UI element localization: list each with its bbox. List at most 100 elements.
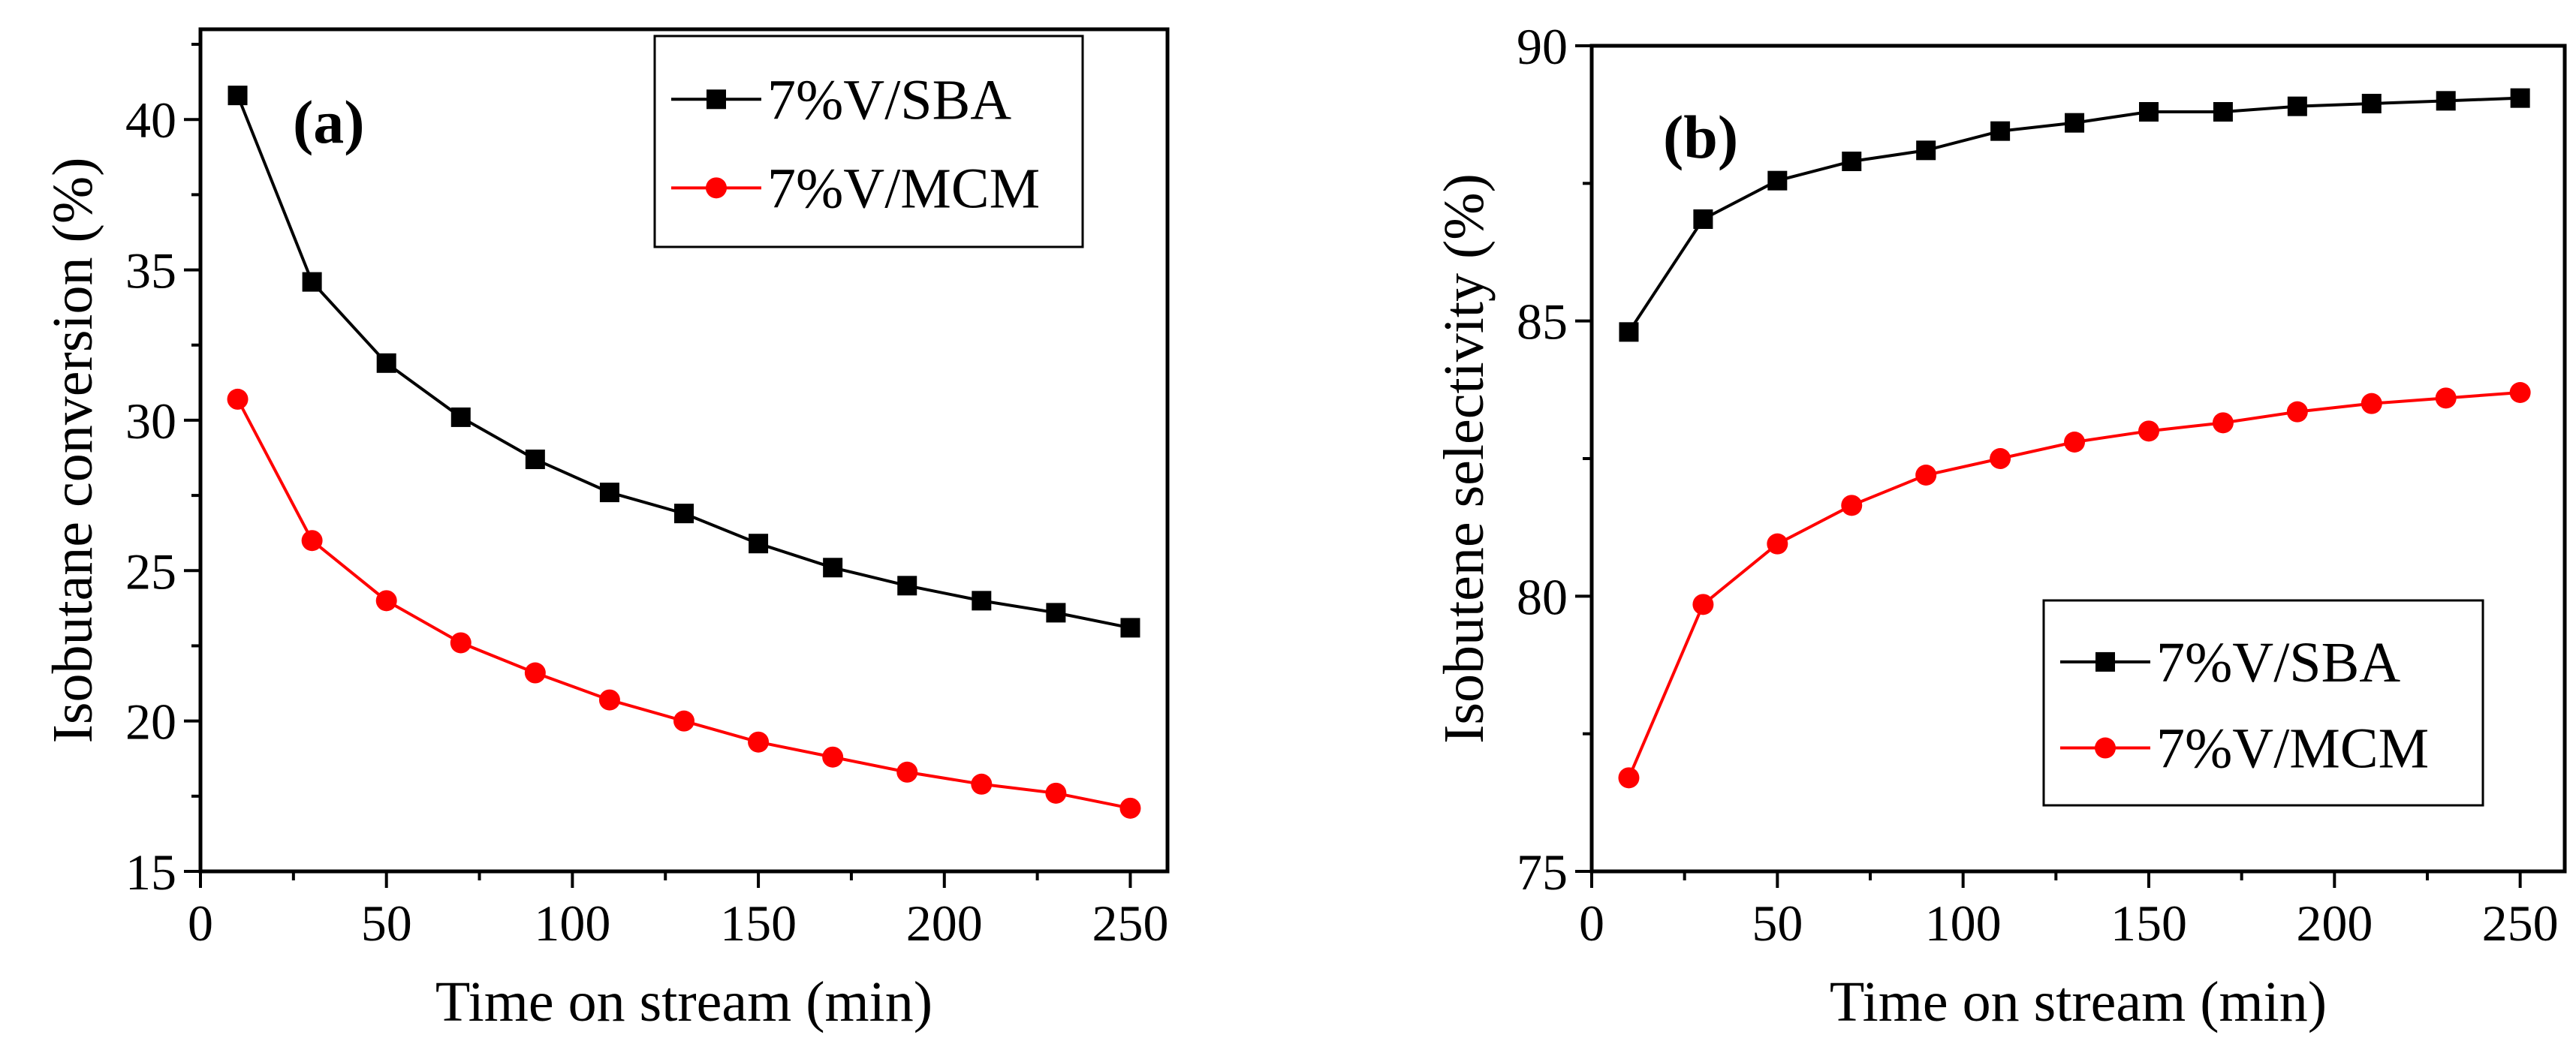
- legend-label: 7%V/MCM: [2156, 718, 2429, 781]
- x-tick-label: 0: [1579, 895, 1604, 952]
- series-7-v-mcm: [1618, 382, 2531, 789]
- data-point: [1692, 594, 1714, 615]
- y-tick-label: 35: [125, 242, 176, 299]
- x-axis-label: Time on stream (min): [435, 970, 932, 1033]
- data-point: [2286, 401, 2308, 423]
- data-point: [2510, 88, 2530, 108]
- y-tick-label: 30: [125, 393, 176, 450]
- y-tick-label: 15: [125, 844, 176, 901]
- x-tick-label: 100: [1925, 895, 2002, 952]
- data-point: [896, 761, 918, 783]
- x-tick-label: 200: [2296, 895, 2373, 952]
- data-point: [706, 177, 727, 199]
- x-tick-label: 150: [2111, 895, 2187, 952]
- data-point: [599, 483, 619, 503]
- x-axis-label: Time on stream (min): [1830, 970, 2327, 1033]
- y-tick-label: 25: [125, 543, 176, 600]
- data-point: [1693, 209, 1713, 229]
- data-point: [450, 407, 471, 427]
- data-point: [450, 632, 472, 654]
- data-point: [707, 89, 726, 110]
- y-tick-label: 85: [1517, 293, 1568, 351]
- legend: 7%V/SBA 7%V/MCM: [653, 35, 1084, 248]
- series-7-v-sba: [227, 86, 1140, 638]
- data-point: [2095, 651, 2115, 672]
- x-tick-label: 100: [534, 895, 610, 952]
- data-point: [2213, 102, 2233, 122]
- data-point: [375, 590, 397, 612]
- series-7-v-mcm: [227, 388, 1141, 819]
- y-axis-label: Isobutane conversion (%): [41, 158, 104, 744]
- data-point: [971, 773, 993, 795]
- legend-label: 7%V/SBA: [767, 68, 1011, 131]
- y-tick-label: 80: [1517, 568, 1568, 625]
- data-point: [2435, 387, 2457, 409]
- data-point: [524, 662, 546, 684]
- y-tick-label: 20: [125, 693, 176, 751]
- chart-panel-b: 0 50 100 150 200 250 75 80 85 90 Time on stream (m…: [1433, 18, 2567, 1033]
- data-point: [1990, 121, 2011, 141]
- data-point: [2064, 432, 2086, 453]
- data-point: [1841, 495, 1863, 516]
- data-point: [2065, 113, 2085, 133]
- data-point: [674, 504, 694, 524]
- series-7-v-sba: [1619, 88, 2530, 342]
- x-tick-label: 50: [1752, 895, 1803, 952]
- data-point: [2138, 420, 2159, 442]
- data-point: [1915, 465, 1937, 486]
- panel-label: (a): [293, 88, 365, 156]
- y-axis-label: Isobutene selectivity (%): [1433, 173, 1496, 744]
- data-point: [822, 746, 844, 768]
- data-point: [1842, 152, 1862, 171]
- data-point: [1916, 140, 1936, 161]
- data-point: [1619, 322, 1639, 342]
- data-point: [227, 388, 249, 410]
- data-point: [897, 576, 917, 596]
- data-point: [1045, 782, 1067, 804]
- data-point: [1120, 618, 1140, 638]
- data-point: [1119, 797, 1141, 819]
- data-point: [1990, 448, 2011, 469]
- x-tick-label: 50: [361, 895, 412, 952]
- x-tick-label: 0: [188, 895, 213, 952]
- data-point: [2509, 382, 2531, 403]
- data-point: [748, 731, 770, 753]
- data-point: [1767, 533, 1788, 555]
- data-point: [2361, 94, 2382, 113]
- x-tick-label: 150: [720, 895, 797, 952]
- data-point: [376, 353, 396, 373]
- data-point: [2361, 393, 2382, 414]
- y-tick-label: 90: [1517, 18, 1568, 75]
- y-tick-label: 40: [125, 92, 176, 149]
- data-point: [823, 558, 843, 578]
- x-tick-label: 250: [1092, 895, 1168, 952]
- series-line: [1627, 96, 2520, 333]
- chart-panel-a: 0 50 100 150 200 250 15 20 25 30 35 40 Time on strea…: [41, 27, 1170, 1033]
- y-tick-label: 75: [1517, 844, 1568, 901]
- data-point: [302, 272, 322, 292]
- data-point: [525, 450, 545, 470]
- data-point: [2287, 96, 2307, 116]
- data-point: [227, 86, 248, 106]
- x-tick-label: 250: [2482, 895, 2559, 952]
- data-point: [2212, 412, 2234, 434]
- panel-label: (b): [1663, 103, 1738, 171]
- legend-frame: [2042, 599, 2484, 807]
- data-point: [1767, 170, 1788, 191]
- data-point: [301, 530, 323, 552]
- data-point: [1618, 767, 1640, 789]
- data-point: [1046, 603, 1066, 623]
- plot-frame: [198, 27, 1170, 874]
- legend-frame: [653, 35, 1084, 248]
- data-point: [2095, 737, 2116, 759]
- data-point: [598, 689, 620, 711]
- data-point: [2436, 91, 2456, 111]
- data-point: [2138, 102, 2159, 122]
- data-point: [972, 591, 992, 611]
- data-point: [673, 710, 694, 732]
- legend: 7%V/SBA 7%V/MCM: [2042, 599, 2484, 807]
- data-point: [749, 534, 769, 554]
- legend-label: 7%V/MCM: [767, 157, 1040, 220]
- legend-label: 7%V/SBA: [2156, 631, 2400, 694]
